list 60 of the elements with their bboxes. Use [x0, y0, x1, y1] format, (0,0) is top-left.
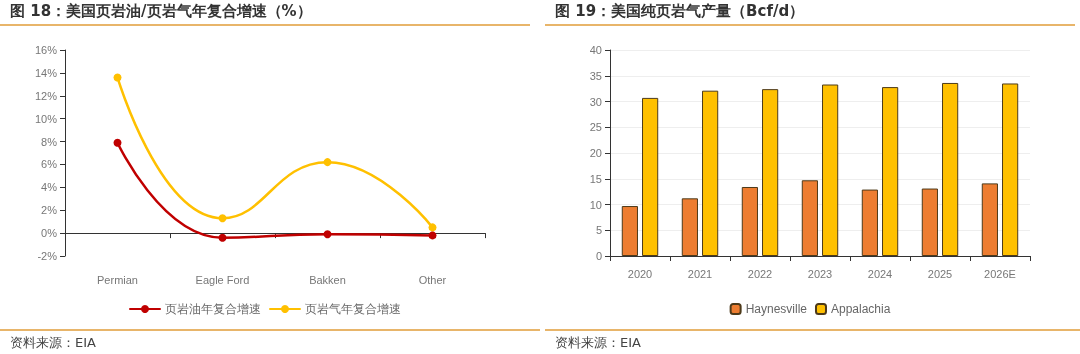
y-tick-label: 16% — [34, 44, 58, 56]
y-tick-label: 40 — [589, 44, 602, 56]
x-tick-label: 2022 — [747, 267, 773, 280]
y-tick-label: 0 — [595, 250, 602, 262]
point — [323, 230, 332, 239]
x-tick-label: Permian — [97, 273, 138, 286]
bar — [981, 183, 998, 256]
bar — [642, 97, 659, 256]
bar — [822, 84, 839, 256]
y-tick-label: 15 — [589, 172, 602, 185]
x-tick-label: Bakken — [309, 273, 346, 286]
x-tick-label: 2025 — [927, 267, 953, 280]
x-tick-label: Eagle Ford — [195, 273, 250, 286]
legend-label: Appalachia — [830, 302, 891, 316]
y-tick-label: 35 — [589, 69, 602, 82]
x-tick-label: 2024 — [867, 267, 893, 280]
legend-label: 页岩气年复合增速 — [305, 302, 401, 316]
point — [218, 214, 227, 223]
y-tick-label: 25 — [589, 121, 602, 134]
text: 资料来源：EIA — [545, 329, 1080, 354]
x-tick-label: 2020 — [627, 267, 653, 280]
x-tick-label: 2026E — [984, 267, 1016, 280]
y-tick-label: 2% — [41, 204, 58, 217]
y-tick-label: 8% — [41, 135, 58, 148]
y-tick-label: 4% — [41, 181, 58, 194]
y-tick-label: 12% — [34, 89, 58, 102]
text: 资料来源：EIA — [0, 329, 540, 354]
bar — [882, 87, 899, 256]
bar — [942, 82, 959, 256]
y-tick-label: 14% — [34, 66, 58, 79]
y-tick-label: 5 — [595, 224, 602, 237]
legend-label: 页岩油年复合增速 — [165, 302, 261, 316]
bar — [921, 188, 938, 256]
x-tick-label: 2021 — [687, 267, 713, 280]
y-tick-label: 10 — [589, 198, 602, 211]
point — [218, 233, 227, 242]
bar — [861, 189, 878, 256]
point — [113, 138, 122, 147]
legend-label: Haynesville — [745, 302, 808, 316]
bar — [1002, 83, 1019, 256]
y-tick-label: 10% — [34, 112, 58, 125]
bar — [801, 180, 818, 256]
x-tick-label: 2023 — [807, 267, 833, 280]
bar — [681, 198, 698, 256]
bar — [621, 206, 638, 256]
chart-title: 图 19：美国纯页岩气产量（Bcf/d） — [545, 0, 1075, 26]
point — [428, 231, 437, 240]
bar — [741, 186, 758, 256]
y-tick-label: -2% — [37, 250, 58, 262]
point — [428, 223, 437, 232]
y-tick-label: 6% — [41, 158, 58, 171]
y-tick-label: 30 — [589, 95, 602, 108]
y-tick-label: 20 — [589, 147, 602, 159]
point — [113, 73, 122, 82]
y-tick-label: 0% — [41, 227, 58, 240]
bar — [762, 89, 779, 256]
point — [323, 158, 332, 167]
bar — [702, 90, 719, 256]
chart-title: 图 18：美国页岩油/页岩气年复合增速（%） — [0, 0, 530, 26]
x-tick-label: Other — [418, 273, 447, 286]
